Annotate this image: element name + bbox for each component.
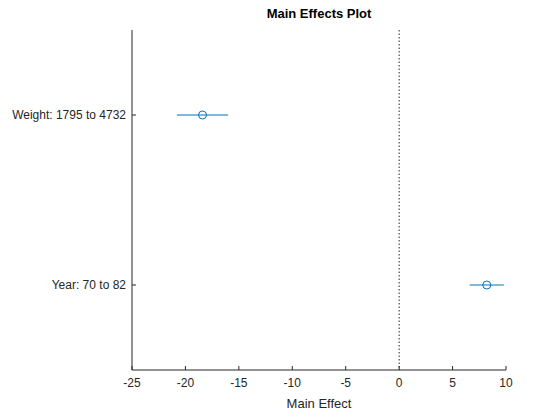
x-tick-label: -5 [340, 376, 351, 390]
x-tick-label: -15 [230, 376, 248, 390]
y-tick-label: Year: 70 to 82 [52, 278, 127, 292]
y-axis-line [132, 30, 133, 370]
x-tick-label: -10 [284, 376, 302, 390]
x-tick [185, 366, 186, 370]
x-tick [506, 366, 507, 370]
effect-marker [199, 111, 207, 119]
x-tick-label: 0 [396, 376, 403, 390]
chart-container: Main Effects Plot -25 -20 -15 -10 -5 0 5 10 Main … [0, 0, 560, 420]
effect-marker [483, 281, 491, 289]
x-axis-line [132, 370, 506, 371]
error-bar [177, 115, 228, 116]
chart-svg: Main Effects Plot -25 -20 -15 -10 -5 0 5 10 Main … [0, 0, 560, 420]
x-tick-label: -20 [177, 376, 195, 390]
x-tick [238, 366, 239, 370]
x-tick [292, 366, 293, 370]
x-tick [132, 366, 133, 370]
x-tick-label: -25 [123, 376, 141, 390]
x-tick-label: 10 [499, 376, 513, 390]
y-tick-label: Weight: 1795 to 4732 [12, 108, 126, 122]
x-tick-label: 5 [449, 376, 456, 390]
y-tick [132, 115, 136, 116]
plot-area [177, 30, 504, 370]
x-tick [345, 366, 346, 370]
reference-line [399, 30, 400, 370]
y-tick [132, 285, 136, 286]
chart-title: Main Effects Plot [267, 6, 372, 21]
x-tick [452, 366, 453, 370]
error-bar [470, 285, 504, 286]
x-axis-label: Main Effect [287, 396, 352, 411]
